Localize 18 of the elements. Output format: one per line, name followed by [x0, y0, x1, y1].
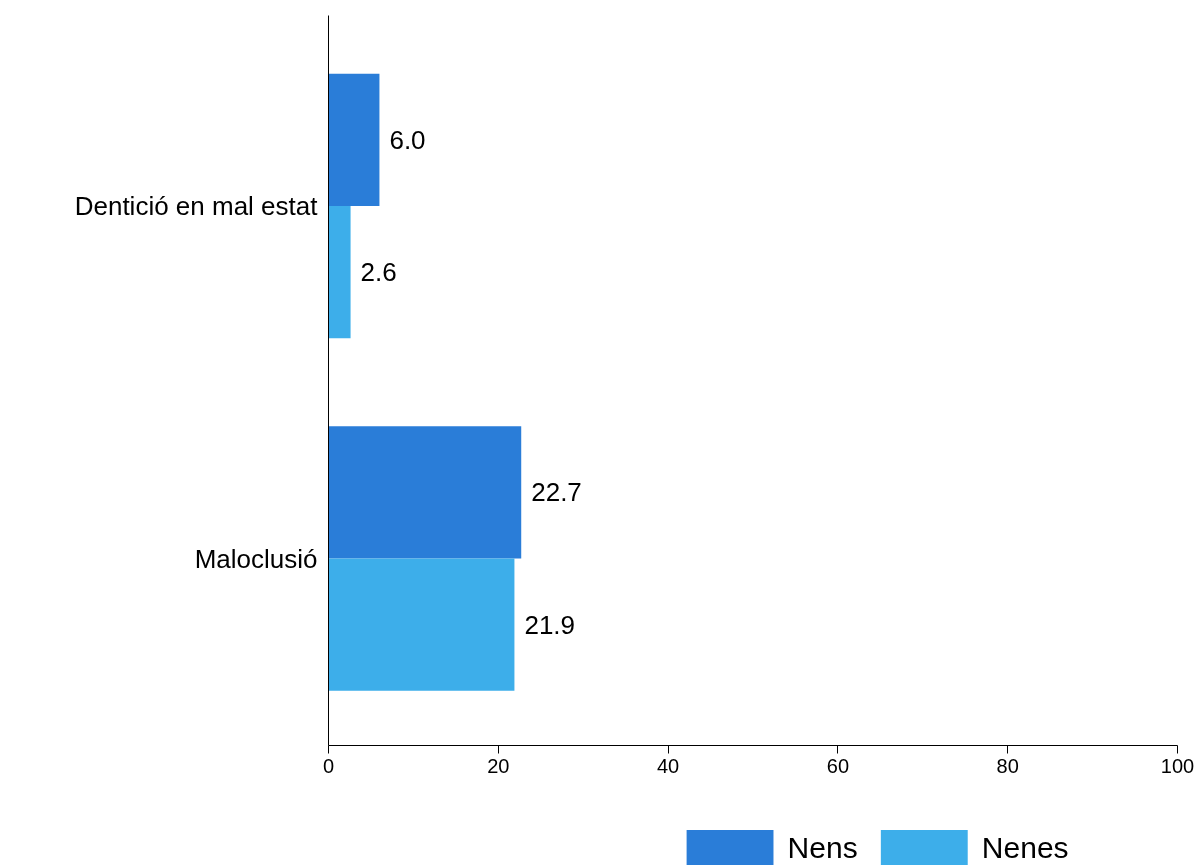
legend-label: Nens [787, 831, 858, 864]
y-tick-label: Dentició en mal estat [74, 190, 319, 221]
x-tick-label: 100 [1160, 754, 1195, 777]
bar [328, 558, 515, 691]
y-tick-label: Maloclusió [194, 543, 318, 574]
bar [328, 426, 522, 559]
bar [328, 73, 380, 206]
data-label: 6.0 [389, 124, 426, 155]
x-tick-label: 20 [487, 754, 510, 777]
data-label: 2.6 [360, 257, 397, 288]
x-tick-label: 60 [826, 754, 850, 777]
data-label: 21.9 [524, 609, 576, 640]
x-tick-label: 0 [322, 754, 335, 777]
x-tick-label: 80 [996, 754, 1019, 777]
bar [328, 205, 351, 339]
x-tick-label: 40 [656, 754, 680, 777]
data-label: 22.7 [531, 477, 582, 508]
legend-label: Nenes [981, 831, 1069, 864]
